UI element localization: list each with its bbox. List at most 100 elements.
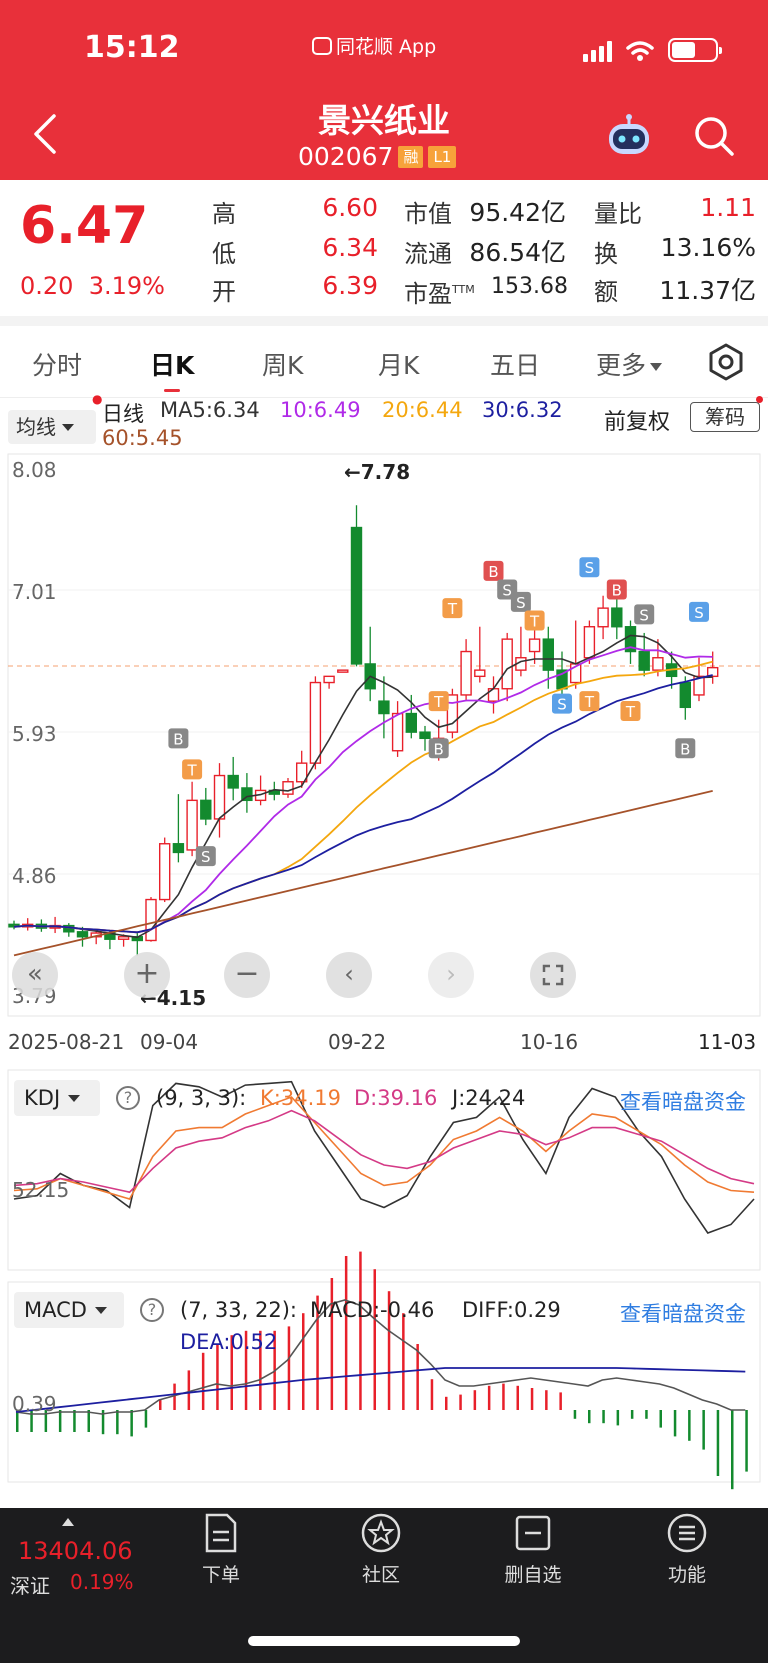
nav-order[interactable]: 下单 [176, 1512, 266, 1587]
macd-bar [316, 1295, 319, 1410]
price-adjust-toggle[interactable]: 前复权 [604, 410, 671, 435]
candle-body [446, 694, 459, 733]
macd-params: (7, 33, 22): [180, 1298, 297, 1322]
ai-robot-icon[interactable] [604, 114, 654, 158]
macd-diff-value: DIFF:0.29 [462, 1298, 561, 1322]
signal-badge [428, 691, 449, 712]
candle-body [419, 731, 431, 740]
macd-diff-line [15, 1299, 746, 1415]
candle-body [241, 787, 253, 802]
nav-functions-label: 功能 [667, 1564, 706, 1586]
ma10-value: 10:6.49 [280, 398, 361, 422]
scroll-left-icon[interactable]: ‹ [326, 952, 372, 998]
tab-more-label: 更多 [596, 351, 647, 380]
red-dot-icon: ● [92, 392, 103, 406]
macd-bar [688, 1410, 691, 1441]
signal-badge-label: T [625, 703, 636, 721]
low-label: 低 [212, 240, 236, 268]
signal-badge [510, 591, 531, 612]
tab-monthly-k[interactable]: 月K [378, 351, 420, 380]
zoom-in-icon[interactable]: + [124, 952, 170, 998]
macd-bar [73, 1410, 76, 1432]
fullscreen-icon[interactable] [530, 952, 576, 998]
macd-bar [244, 1330, 248, 1410]
tab-daily-k[interactable]: 日K [150, 346, 194, 392]
macd-bar [302, 1313, 305, 1410]
volume-ratio-value: 1.11 [700, 193, 756, 222]
wifi-icon [626, 41, 654, 61]
app-header: 15:12 同花顺 App 景兴纸业 002067 融 L1 [0, 0, 768, 180]
nav-community[interactable]: 社区 [336, 1512, 426, 1587]
kdj-y-tick: 52.15 [12, 1178, 70, 1202]
macd-bar [573, 1410, 577, 1419]
macd-bar [487, 1385, 491, 1410]
macd-select-label: MACD [24, 1298, 87, 1322]
tab-five-day[interactable]: 五日 [490, 351, 541, 380]
candle-body [391, 712, 404, 752]
tab-weekly-k[interactable]: 周K [262, 351, 304, 380]
macd-bar [616, 1410, 620, 1426]
macd-bar [330, 1278, 334, 1410]
kdj-select[interactable]: KDJ [14, 1080, 100, 1116]
macd-bar [173, 1383, 176, 1410]
scroll-right-icon[interactable]: › [428, 952, 474, 998]
signal-badge-label: B [612, 582, 622, 600]
indicator-select-label: 均线 [16, 415, 56, 439]
macd-panel-frame [7, 1281, 761, 1483]
macd-select[interactable]: MACD [14, 1292, 124, 1328]
high-value: 6.60 [322, 193, 378, 222]
candle-body [145, 898, 157, 942]
macd-bar [645, 1410, 648, 1419]
dark-pool-link[interactable]: 查看暗盘资金 [620, 1302, 746, 1326]
kdj-k-value: K:34.19 [260, 1086, 341, 1110]
home-indicator [248, 1636, 520, 1646]
macd-bar [344, 1256, 348, 1410]
pe-ttm-sup: TTM [452, 283, 475, 296]
ma5-line [13, 634, 713, 939]
section-divider [0, 316, 768, 326]
candle-body [337, 669, 349, 673]
nav-order-label: 下单 [201, 1564, 240, 1586]
up-arrow-icon [62, 1518, 74, 1526]
tab-more[interactable]: 更多 [596, 346, 663, 382]
macd-bar [387, 1291, 391, 1410]
signal-badge [483, 560, 504, 581]
macd-bar [373, 1269, 376, 1410]
menu-icon [667, 1513, 707, 1553]
zoom-out-icon[interactable]: − [224, 952, 270, 998]
macd-bar [745, 1410, 748, 1472]
kdj-j-value: J:24.24 [452, 1086, 526, 1110]
help-icon[interactable]: ? [140, 1298, 164, 1322]
status-icons [583, 38, 722, 62]
y-tick-3: 5.93 [12, 722, 57, 746]
signal-badge [168, 728, 189, 749]
candle-body [186, 799, 198, 851]
back-button[interactable] [30, 112, 70, 162]
help-icon[interactable]: ? [116, 1086, 140, 1110]
kdj-j-line [13, 1080, 755, 1234]
nav-functions[interactable]: 功能 [642, 1512, 732, 1587]
candle-body [323, 675, 335, 684]
candle-body [200, 799, 212, 820]
dark-pool-link[interactable]: 查看暗盘资金 [620, 1090, 746, 1114]
nav-remove-label: 删自选 [504, 1564, 562, 1586]
macd-bar [702, 1410, 705, 1450]
macd-bar [602, 1410, 605, 1424]
macd-bar [530, 1388, 534, 1410]
macd-bar [359, 1251, 362, 1410]
candle-body [542, 638, 554, 671]
macd-bar [130, 1410, 133, 1437]
signal-badge-label: B [173, 730, 183, 748]
chips-button[interactable]: 筹码 [690, 402, 760, 432]
nav-remove-watchlist[interactable]: 删自选 [488, 1512, 578, 1587]
tab-intraday[interactable]: 分时 [32, 351, 83, 380]
signal-badge [524, 610, 545, 631]
search-icon[interactable] [692, 114, 736, 158]
indicator-select[interactable]: 均线 [8, 410, 96, 444]
macd-bar [58, 1410, 62, 1432]
settings-icon[interactable] [706, 342, 746, 382]
y-tick-2: 7.01 [12, 580, 57, 604]
rewind-icon[interactable]: « [12, 952, 58, 998]
signal-badge [634, 604, 655, 625]
